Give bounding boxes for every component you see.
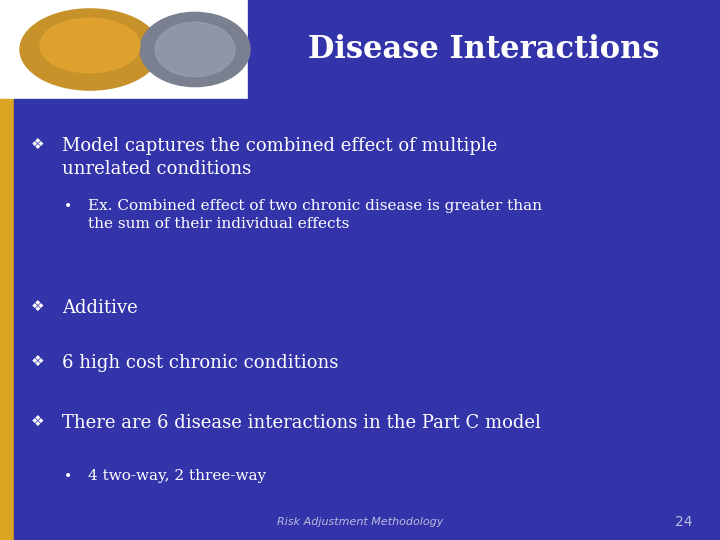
Text: ❖: ❖: [31, 414, 45, 429]
Ellipse shape: [40, 18, 140, 73]
Text: 24: 24: [675, 515, 693, 529]
Text: Risk Adjustment Methodology: Risk Adjustment Methodology: [276, 517, 444, 527]
Text: ❖: ❖: [31, 354, 45, 369]
Text: Disease Interactions: Disease Interactions: [308, 34, 660, 65]
Text: There are 6 disease interactions in the Part C model: There are 6 disease interactions in the …: [62, 414, 541, 432]
Ellipse shape: [20, 9, 160, 90]
Bar: [248, 0, 720, 99]
Text: •: •: [64, 199, 72, 213]
Text: ❖: ❖: [31, 299, 45, 314]
Bar: [14, 99, 720, 540]
Text: 6 high cost chronic conditions: 6 high cost chronic conditions: [62, 354, 338, 372]
Text: •: •: [64, 469, 72, 483]
Text: ❖: ❖: [31, 137, 45, 152]
Ellipse shape: [155, 22, 235, 77]
Text: Model captures the combined effect of multiple
unrelated conditions: Model captures the combined effect of mu…: [62, 137, 498, 178]
Bar: [0, 0, 248, 99]
Text: 4 two-way, 2 three-way: 4 two-way, 2 three-way: [88, 469, 266, 483]
Text: Additive: Additive: [62, 299, 138, 317]
Bar: [0, 99, 14, 540]
Text: Ex. Combined effect of two chronic disease is greater than
the sum of their indi: Ex. Combined effect of two chronic disea…: [88, 199, 542, 231]
Ellipse shape: [140, 12, 250, 86]
